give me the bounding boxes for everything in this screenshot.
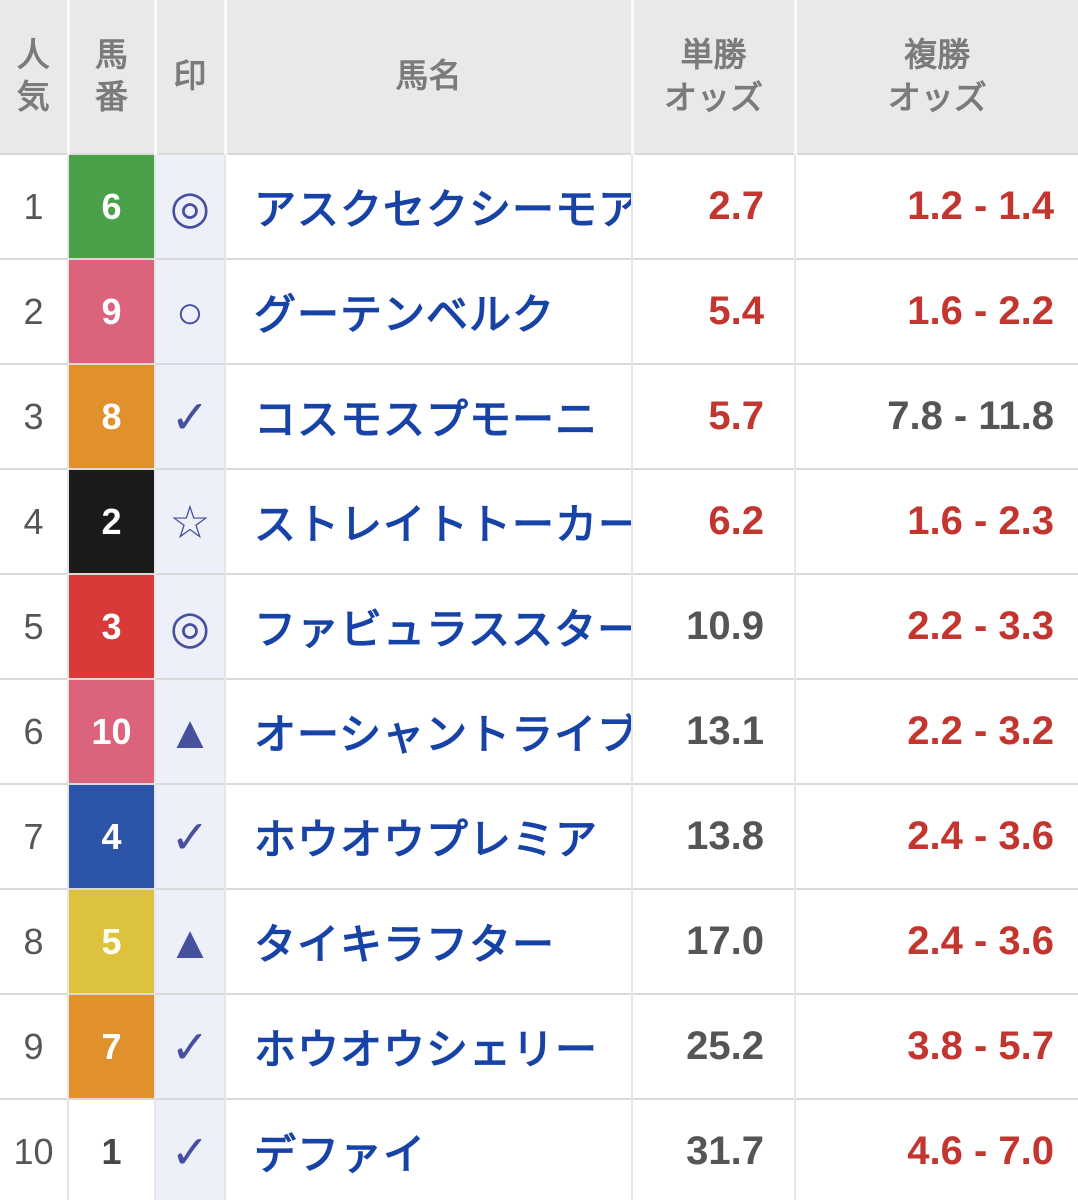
mark-symbol[interactable]: ○ bbox=[154, 258, 225, 364]
horse-number-badge: 10 bbox=[67, 678, 155, 784]
horse-name-link[interactable]: タイキラフター bbox=[224, 888, 632, 994]
horse-number-badge: 4 bbox=[67, 783, 155, 889]
mark-symbol[interactable]: ✓ bbox=[154, 1098, 225, 1200]
mark-symbol[interactable]: ✓ bbox=[154, 993, 225, 1099]
mark-symbol[interactable]: ▲ bbox=[154, 678, 225, 784]
win-odds-value: 25.2 bbox=[631, 993, 795, 1099]
place-odds-value: 1.6 - 2.3 bbox=[794, 468, 1078, 574]
header-horse-number-label: 馬番 bbox=[95, 36, 128, 115]
table-row: 4 2 ☆ ストレイトトーカー 6.2 1.6 - 2.3 bbox=[0, 468, 1078, 574]
header-horse-number: 馬番 bbox=[66, 0, 155, 155]
horse-number-badge: 7 bbox=[67, 993, 155, 1099]
header-place-odds-line2: オッズ bbox=[887, 78, 987, 116]
odds-table-header: 人気 馬番 印 馬名 単勝 オッズ 複勝 オッズ bbox=[0, 0, 1078, 155]
win-odds-value: 5.4 bbox=[631, 258, 795, 364]
horse-name-link[interactable]: オーシャントライブ bbox=[224, 678, 632, 784]
place-odds-value: 4.6 - 7.0 bbox=[794, 1098, 1078, 1200]
win-odds-value: 6.2 bbox=[631, 468, 795, 574]
rank-value: 3 bbox=[0, 363, 68, 469]
table-row: 9 7 ✓ ホウオウシェリー 25.2 3.8 - 5.7 bbox=[0, 993, 1078, 1099]
place-odds-value: 3.8 - 5.7 bbox=[794, 993, 1078, 1099]
header-win-odds: 単勝 オッズ bbox=[630, 0, 795, 155]
win-odds-value: 5.7 bbox=[631, 363, 795, 469]
horse-number-badge: 1 bbox=[67, 1098, 155, 1200]
header-row: 人気 馬番 印 馬名 単勝 オッズ 複勝 オッズ bbox=[0, 0, 1078, 155]
horse-name-link[interactable]: グーテンベルク bbox=[224, 258, 632, 364]
rank-value: 2 bbox=[0, 258, 68, 364]
header-horse-name-label: 馬名 bbox=[395, 57, 462, 95]
header-win-odds-line1: 単勝 bbox=[680, 35, 747, 73]
rank-value: 5 bbox=[0, 573, 68, 679]
mark-symbol[interactable]: ▲ bbox=[154, 888, 225, 994]
place-odds-value: 1.2 - 1.4 bbox=[794, 154, 1078, 259]
rank-value: 7 bbox=[0, 783, 68, 889]
rank-value: 4 bbox=[0, 468, 68, 574]
win-odds-value: 13.1 bbox=[631, 678, 795, 784]
place-odds-value: 7.8 - 11.8 bbox=[794, 363, 1078, 469]
place-odds-value: 2.4 - 3.6 bbox=[794, 888, 1078, 994]
win-odds-value: 31.7 bbox=[631, 1098, 795, 1200]
win-odds-value: 17.0 bbox=[631, 888, 795, 994]
place-odds-value: 2.2 - 3.2 bbox=[794, 678, 1078, 784]
mark-symbol[interactable]: ✓ bbox=[154, 783, 225, 889]
header-rank: 人気 bbox=[0, 0, 68, 155]
mark-symbol[interactable]: ✓ bbox=[154, 363, 225, 469]
place-odds-value: 2.4 - 3.6 bbox=[794, 783, 1078, 889]
horse-name-link[interactable]: デファイ bbox=[224, 1098, 632, 1200]
win-odds-value: 2.7 bbox=[631, 154, 795, 259]
win-odds-value: 13.8 bbox=[631, 783, 795, 889]
horse-number-badge: 5 bbox=[67, 888, 155, 994]
table-row: 2 9 ○ グーテンベルク 5.4 1.6 - 2.2 bbox=[0, 258, 1078, 364]
place-odds-value: 1.6 - 2.2 bbox=[794, 258, 1078, 364]
rank-value: 1 bbox=[0, 154, 68, 259]
header-rank-label: 人気 bbox=[16, 36, 50, 115]
table-row: 8 5 ▲ タイキラフター 17.0 2.4 - 3.6 bbox=[0, 888, 1078, 994]
rank-value: 6 bbox=[0, 678, 68, 784]
horse-name-link[interactable]: ホウオウシェリー bbox=[224, 993, 632, 1099]
header-place-odds-line1: 複勝 bbox=[904, 35, 971, 73]
mark-symbol[interactable]: ☆ bbox=[154, 468, 225, 574]
horse-number-badge: 8 bbox=[67, 363, 155, 469]
header-mark-label: 印 bbox=[173, 57, 207, 95]
table-row: 5 3 ◎ ファビュラススター 10.9 2.2 - 3.3 bbox=[0, 573, 1078, 679]
horse-name-link[interactable]: コスモスプモーニ bbox=[224, 363, 632, 469]
header-win-odds-line2: オッズ bbox=[664, 78, 763, 116]
win-odds-value: 10.9 bbox=[631, 573, 795, 679]
mark-symbol[interactable]: ◎ bbox=[154, 573, 225, 679]
horse-number-badge: 2 bbox=[67, 468, 155, 574]
odds-table-body: 1 6 ◎ アスクセクシーモア 2.7 1.2 - 1.4 2 9 ○ グーテン… bbox=[0, 154, 1078, 1200]
mark-symbol[interactable]: ◎ bbox=[154, 154, 225, 259]
horse-name-link[interactable]: アスクセクシーモア bbox=[224, 154, 632, 259]
horse-name-link[interactable]: ホウオウプレミア bbox=[224, 783, 632, 889]
table-row: 7 4 ✓ ホウオウプレミア 13.8 2.4 - 3.6 bbox=[0, 783, 1078, 889]
place-odds-value: 2.2 - 3.3 bbox=[794, 573, 1078, 679]
horse-number-badge: 6 bbox=[67, 154, 155, 259]
horse-number-badge: 9 bbox=[67, 258, 155, 364]
table-row: 1 6 ◎ アスクセクシーモア 2.7 1.2 - 1.4 bbox=[0, 154, 1078, 259]
table-row: 3 8 ✓ コスモスプモーニ 5.7 7.8 - 11.8 bbox=[0, 363, 1078, 469]
rank-value: 10 bbox=[0, 1098, 68, 1200]
header-mark: 印 bbox=[153, 0, 225, 155]
rank-value: 9 bbox=[0, 993, 68, 1099]
header-horse-name: 馬名 bbox=[223, 0, 632, 155]
horse-number-badge: 3 bbox=[67, 573, 155, 679]
header-place-odds: 複勝 オッズ bbox=[793, 0, 1078, 155]
table-row: 10 1 ✓ デファイ 31.7 4.6 - 7.0 bbox=[0, 1098, 1078, 1200]
table-row: 6 10 ▲ オーシャントライブ 13.1 2.2 - 3.2 bbox=[0, 678, 1078, 784]
rank-value: 8 bbox=[0, 888, 68, 994]
horse-name-link[interactable]: ストレイトトーカー bbox=[224, 468, 632, 574]
horse-name-link[interactable]: ファビュラススター bbox=[224, 573, 632, 679]
